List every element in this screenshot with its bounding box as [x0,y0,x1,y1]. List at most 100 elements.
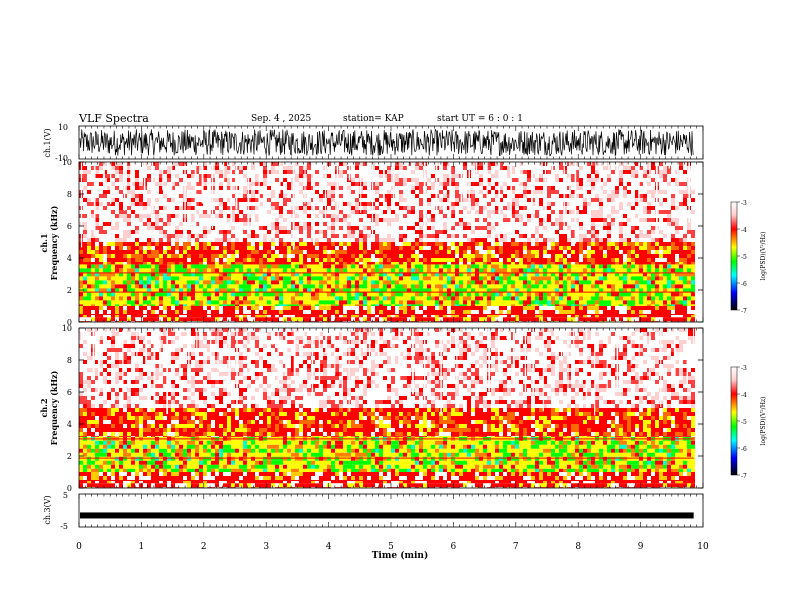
spectrogram-cell [307,317,311,322]
spectrogram-cell [547,198,551,202]
spectrogram-cell [363,317,367,322]
spectrogram-cell [343,174,347,178]
spectrogram-cell [483,272,487,277]
spectrogram-cell [579,198,583,202]
spectrogram-cell [171,262,175,265]
spectrogram-cell [527,186,531,190]
spectrogram-cell [479,166,483,170]
spectrogram-cell [139,317,143,322]
spectrogram-cell [359,264,363,269]
spectrogram-cell [639,178,643,182]
spectrogram-cell [203,246,207,250]
spectrogram-cell [315,242,319,246]
spectrogram-cell [355,170,359,174]
spectrogram-cell [363,258,367,262]
ch1-waveform-panel: 10 -10 ch.1(V) [43,123,704,163]
spectrogram-cell [639,242,643,246]
spectrogram-cell [279,198,283,202]
spectrogram-cell [591,174,595,178]
spectrogram-cell [415,182,419,186]
spectrogram-cell [175,250,179,254]
spectrogram-cell [243,296,247,301]
spectrogram-cell [543,296,547,301]
spectrogram-cell [239,284,243,289]
spectrogram-cell [639,304,643,306]
spectrogram-cell [103,170,107,174]
spectrogram-cell [219,264,223,269]
spectrogram-cell [315,310,319,314]
spectrogram-cell [603,264,607,269]
spectrogram-cell [331,258,335,262]
spectrogram-cell [607,242,611,246]
spectrogram-cell [471,254,475,258]
spectrogram-cell [139,264,143,269]
spectrogram-cell [583,242,587,246]
spectrogram-cell [559,306,563,310]
spectrogram-cell [227,276,231,281]
spectrogram-cell [227,314,231,318]
spectrogram-cell [531,198,535,202]
spectrogram-cell [635,178,639,182]
spectrogram-cell [495,304,499,306]
spectrogram-cell [231,300,235,305]
spectrogram-cell [199,276,203,281]
spectrogram-cell [663,246,667,250]
spectrogram-cell [235,288,239,293]
spectrogram-cell [627,280,631,285]
spectrogram-cell [675,174,679,178]
spectrogram-cell [599,300,603,305]
spectrogram-cell [515,280,519,285]
spectrogram-cell [363,242,367,246]
spectrogram-cell [611,310,615,314]
spectrogram-cell [87,288,91,293]
spectrogram-cell [651,288,655,293]
spectrogram-cell [391,317,395,322]
spectrogram-cell [379,268,383,273]
spectrogram-cell [495,194,499,198]
spectrogram-cell [319,284,323,289]
spectrogram-cell [415,186,419,190]
spectrogram-cell [143,264,147,269]
spectrogram-cell [411,246,415,250]
spectrogram-cell [535,268,539,273]
spectrogram-cell [87,292,91,297]
spectrogram-cell [299,300,303,305]
spectrogram-cell [303,254,307,258]
spectrogram-cell [639,190,643,194]
spectrogram-cell [139,246,143,250]
spectrogram-cell [383,250,387,254]
spectrogram-cell [331,178,335,182]
spectrogram-cell [591,194,595,198]
spectrogram-cell [251,202,255,206]
spectrogram-cell [411,300,415,305]
spectrogram-cell [99,190,103,194]
spectrogram-cell [107,166,111,170]
spectrogram-cell [511,292,515,297]
spectrogram-cell [239,276,243,281]
spectrogram-cell [83,272,87,277]
spectrogram-cell [259,250,263,254]
spectrogram-cell [263,254,267,258]
spectrogram-cell [419,300,423,305]
spectrogram-cell [407,304,411,306]
spectrogram-cell [675,300,679,305]
spectrogram-cell [623,178,627,182]
spectrogram-cell [99,304,103,306]
spectrogram-cell [219,268,223,273]
spectrogram-cell [291,300,295,305]
spectrogram-cell [227,268,231,273]
spectrogram-cell [275,272,279,277]
spectrogram-cell [267,304,271,306]
spectrogram-cell [627,317,631,322]
spectrogram-cell [383,272,387,277]
spectrogram-cell [443,288,447,293]
spectrogram-cell [451,268,455,273]
spectrogram-cell [579,246,583,250]
spectrogram-cell [535,194,539,198]
spectrogram-cell [543,272,547,277]
spectrogram-cell [519,170,523,174]
spectrogram-cell [239,194,243,198]
spectrogram-cell [531,310,535,314]
spectrogram-cell [291,306,295,310]
spectrogram-cell [103,246,107,250]
